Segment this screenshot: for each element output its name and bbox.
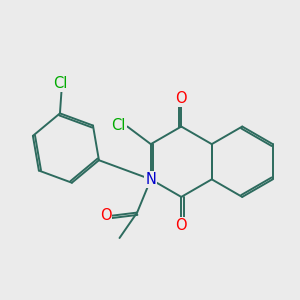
Text: O: O: [176, 218, 187, 232]
Text: O: O: [176, 91, 187, 106]
Text: Cl: Cl: [53, 76, 67, 91]
Text: O: O: [100, 208, 111, 223]
Text: Cl: Cl: [112, 118, 126, 133]
Text: N: N: [146, 172, 156, 187]
